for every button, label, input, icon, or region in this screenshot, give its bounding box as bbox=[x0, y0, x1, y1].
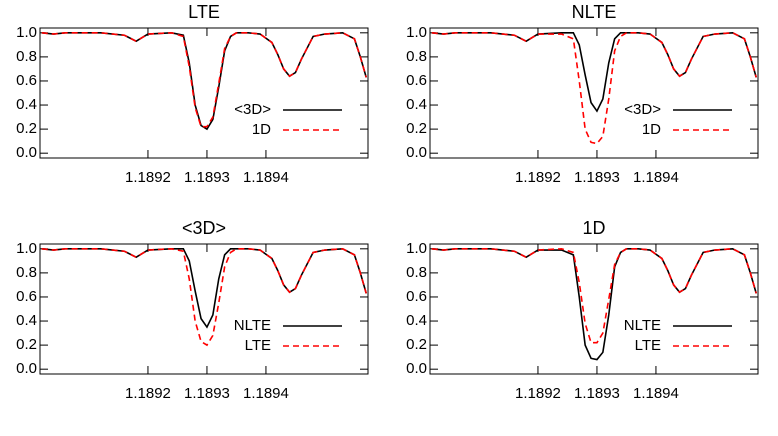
y-tick-label: 0.6 bbox=[16, 288, 37, 305]
y-tick-label: 0.4 bbox=[16, 312, 37, 329]
y-tick-label: 0.8 bbox=[406, 264, 427, 281]
line-series bbox=[41, 247, 367, 329]
panel-title: 1D bbox=[582, 218, 605, 238]
line-series bbox=[431, 31, 757, 145]
y-tick-label: 0.0 bbox=[406, 360, 427, 377]
plot-frame bbox=[39, 243, 369, 375]
y-tick-label: 0.8 bbox=[16, 48, 37, 65]
y-tick-label: 0.2 bbox=[16, 120, 37, 137]
x-tick-label: 1.1894 bbox=[633, 385, 679, 402]
y-tick-label: 0.2 bbox=[406, 120, 427, 137]
y-tick-label: 0.8 bbox=[406, 48, 427, 65]
x-tick-label: 1.1893 bbox=[574, 385, 620, 402]
y-tick-label: 0.0 bbox=[16, 144, 37, 161]
y-tick-label: 0.0 bbox=[406, 144, 427, 161]
line-series bbox=[41, 31, 367, 131]
plot-frame bbox=[429, 243, 759, 375]
plot-frame bbox=[429, 27, 759, 159]
y-tick-label: 0.0 bbox=[16, 360, 37, 377]
x-tick-label: 1.1893 bbox=[184, 385, 230, 402]
y-tick-label: 0.4 bbox=[406, 96, 427, 113]
line-series bbox=[41, 247, 367, 347]
line-series bbox=[431, 31, 757, 113]
panel-title: NLTE bbox=[572, 2, 617, 22]
y-tick-label: 0.2 bbox=[406, 336, 427, 353]
panel-title: <3D> bbox=[182, 218, 226, 238]
x-tick-label: 1.1894 bbox=[243, 169, 289, 186]
legend-label: <3D> bbox=[624, 101, 661, 118]
legend-label: <3D> bbox=[234, 101, 271, 118]
y-tick-label: 0.6 bbox=[406, 72, 427, 89]
y-tick-label: 0.6 bbox=[16, 72, 37, 89]
line-series bbox=[41, 31, 367, 128]
legend-label: 1D bbox=[642, 121, 661, 138]
legend-label: 1D bbox=[252, 121, 271, 138]
x-tick-label: 1.1892 bbox=[125, 385, 171, 402]
y-tick-label: 0.2 bbox=[16, 336, 37, 353]
x-tick-label: 1.1892 bbox=[125, 169, 171, 186]
x-tick-label: 1.1892 bbox=[515, 385, 561, 402]
legend-label: LTE bbox=[635, 337, 661, 354]
panel-title: LTE bbox=[188, 2, 220, 22]
x-tick-label: 1.1892 bbox=[515, 169, 561, 186]
y-tick-label: 0.4 bbox=[406, 312, 427, 329]
legend-label: LTE bbox=[245, 337, 271, 354]
y-tick-label: 0.6 bbox=[406, 288, 427, 305]
legend-label: NLTE bbox=[624, 317, 661, 334]
y-tick-label: 1.0 bbox=[16, 240, 37, 257]
y-tick-label: 1.0 bbox=[16, 24, 37, 41]
y-tick-label: 0.4 bbox=[16, 96, 37, 113]
x-tick-label: 1.1893 bbox=[574, 169, 620, 186]
y-tick-label: 0.8 bbox=[16, 264, 37, 281]
x-tick-label: 1.1893 bbox=[184, 169, 230, 186]
plot-frame bbox=[39, 27, 369, 159]
x-tick-label: 1.1894 bbox=[243, 385, 289, 402]
legend-label: NLTE bbox=[234, 317, 271, 334]
x-tick-label: 1.1894 bbox=[633, 169, 679, 186]
line-series bbox=[431, 247, 757, 344]
y-tick-label: 1.0 bbox=[406, 240, 427, 257]
y-tick-label: 1.0 bbox=[406, 24, 427, 41]
